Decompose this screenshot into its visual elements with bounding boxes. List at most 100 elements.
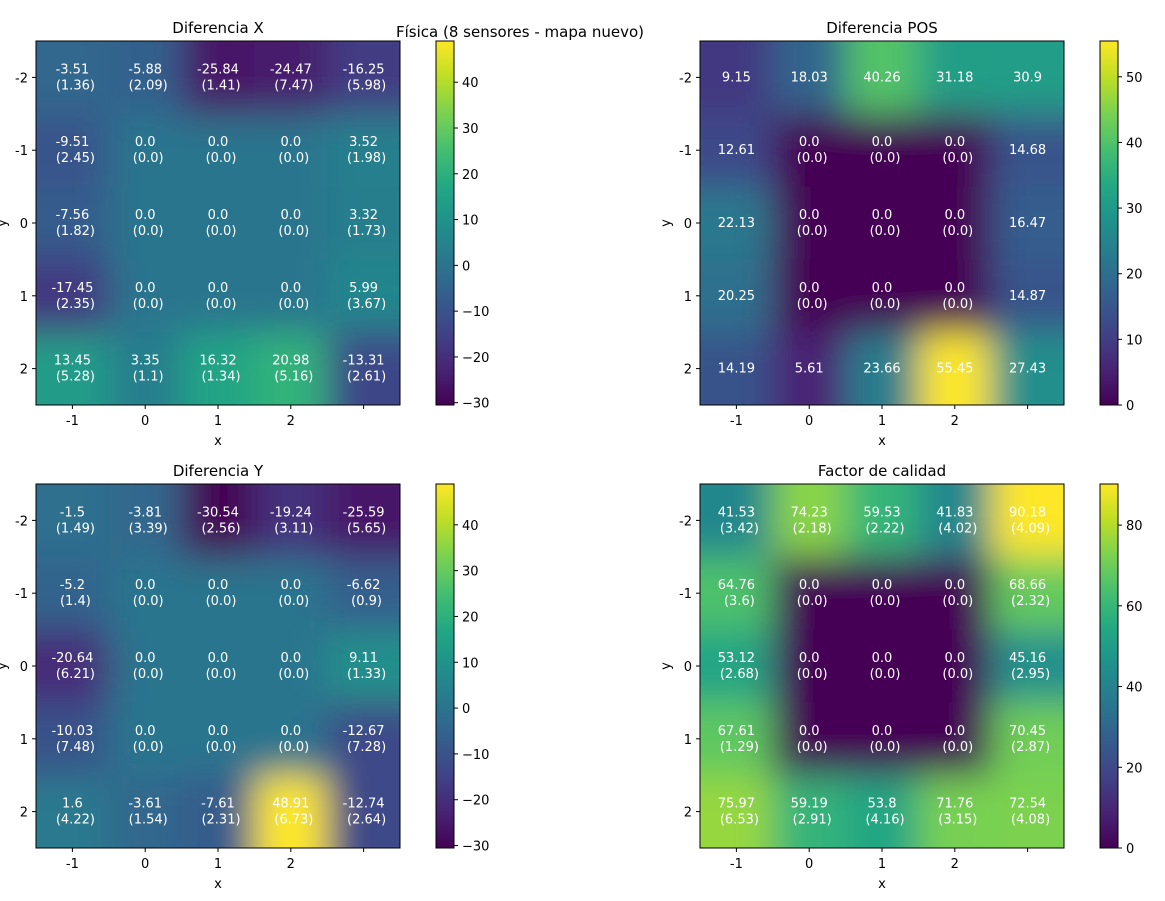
- heatmap-cell: [254, 41, 328, 115]
- cell-value-label: 0.0 (0.0): [278, 208, 309, 239]
- x-tick-label: -1: [730, 857, 743, 872]
- cell-value-label: -3.61 (1.54): [128, 797, 167, 828]
- heatmap-cell: [772, 556, 847, 631]
- heatmap-cell: [327, 775, 400, 848]
- cell-value-label: 68.66 (2.32): [1009, 578, 1050, 609]
- cell-value-label: 12.61: [718, 143, 755, 158]
- cell-value-label: 20.98 (5.16): [272, 354, 313, 385]
- colorbar-tick-label: 10: [1126, 333, 1143, 348]
- colorbar: [435, 483, 455, 849]
- heatmap-cell: [181, 775, 255, 848]
- cell-value-label: 0.0 (0.0): [133, 208, 164, 239]
- colorbar-tick-label: 40: [462, 519, 479, 534]
- cell-value-label: 3.32 (1.73): [347, 208, 386, 239]
- heatmap-cell: [772, 113, 847, 188]
- cell-value-label: 23.66: [863, 362, 900, 377]
- cell-value-label: 0.0 (0.0): [278, 578, 309, 609]
- cell-value-label: 0.0 (0.0): [942, 281, 973, 312]
- x-tick-label: 2: [287, 414, 295, 429]
- heatmap-cell: [327, 259, 400, 333]
- x-tick-label: 1: [214, 857, 222, 872]
- heatmap-cell: [700, 484, 774, 558]
- cell-value-label: 41.53 (3.42): [718, 505, 759, 536]
- heatmap-cell: [918, 484, 992, 558]
- heatmap-cell: [181, 556, 255, 631]
- heatmap-cell: [254, 775, 328, 848]
- cell-value-label: 0.0 (0.0): [278, 651, 309, 682]
- heatmap-cell: [181, 186, 255, 260]
- cell-value-label: 30.9: [1013, 70, 1042, 85]
- colorbar-tick-label: 20: [462, 610, 479, 625]
- cell-value-label: 0.0 (0.0): [206, 208, 237, 239]
- y-axis-label: y: [659, 662, 674, 670]
- heatmap-cell: [108, 332, 183, 405]
- cell-value-label: 0.0 (0.0): [133, 135, 164, 166]
- heatmap-cell: [181, 113, 255, 188]
- cell-value-label: 67.61 (1.29): [718, 724, 759, 755]
- chart-title: Factor de calidad: [818, 462, 946, 480]
- cell-value-label: -9.51 (2.45): [56, 135, 95, 166]
- heatmap-cell: [36, 556, 110, 631]
- cell-value-label: 75.97 (6.53): [718, 797, 759, 828]
- heatmap-cell: [700, 41, 774, 115]
- colorbar-tick-label: 20: [462, 168, 479, 183]
- heatmap-cell: [918, 332, 992, 405]
- cell-value-label: 45.16 (2.95): [1009, 651, 1050, 682]
- cell-value-label: 14.87: [1009, 289, 1046, 304]
- heatmap-cell: [254, 629, 328, 703]
- y-tick-label: 1: [684, 290, 692, 305]
- heatmap-cell: [845, 332, 919, 405]
- heatmap-cell: [918, 556, 992, 631]
- heatmap-cell: [991, 775, 1064, 848]
- heatmap-cell: [918, 629, 992, 703]
- cell-value-label: 0.0 (0.0): [942, 135, 973, 166]
- cell-value-label: 0.0 (0.0): [942, 651, 973, 682]
- colorbar-tick-label: 0: [1126, 842, 1134, 857]
- cell-value-label: 59.19 (2.91): [791, 797, 832, 828]
- heatmap-cell: [991, 259, 1064, 333]
- cell-value-label: -12.74 (2.64): [343, 797, 387, 828]
- heatmap-cell: [36, 702, 110, 776]
- colorbar-tick-label: −20: [462, 351, 489, 366]
- heatmap-cell: [108, 775, 183, 848]
- heatmap-panel-diferencia-y: Diferencia Y -1.5 (1.49) -3.81 (3.39) -30.54(…: [0, 462, 489, 892]
- cell-value-label: 74.23 (2.18): [791, 505, 832, 536]
- colorbar-tick-label: 20: [1126, 268, 1143, 283]
- cell-value-label: 0.0 (0.0): [870, 281, 901, 312]
- cell-value-label: 18.03: [791, 70, 828, 85]
- heatmap-cell: [845, 775, 919, 848]
- cell-value-label: 0.0 (0.0): [206, 724, 237, 755]
- cell-value-label: 0.0 (0.0): [206, 135, 237, 166]
- heatmap-cell: [327, 556, 400, 631]
- heatmap-cell: [36, 41, 110, 115]
- x-tick-label: -1: [66, 857, 79, 872]
- cell-value-label: -3.51 (1.36): [56, 62, 95, 93]
- heatmap-cell: [181, 41, 255, 115]
- heatmap-cell: [991, 186, 1064, 260]
- cell-value-label: 0.0 (0.0): [206, 578, 237, 609]
- heatmap-cell: [991, 556, 1064, 631]
- heatmap-cell: [700, 775, 774, 848]
- cell-value-label: -7.61 (2.31): [201, 797, 240, 828]
- cell-value-label: -25.59 (5.65): [343, 505, 387, 536]
- heatmap-cell: [181, 702, 255, 776]
- heatmap-cell: [918, 186, 992, 260]
- heatmap-cell: [254, 259, 328, 333]
- heatmap-cell: [772, 702, 847, 776]
- cell-value-label: 0.0 (0.0): [797, 651, 828, 682]
- colorbar: [1099, 483, 1119, 849]
- heatmap-cell: [108, 629, 183, 703]
- cell-value-label: 0.0 (0.0): [942, 578, 973, 609]
- heatmap-cell: [181, 484, 255, 558]
- cell-value-label: 59.53 (2.22): [863, 505, 904, 536]
- cell-value-label: 1.6 (4.22): [56, 797, 95, 828]
- heatmap-cell: [845, 484, 919, 558]
- heatmap-cell: [918, 113, 992, 188]
- y-tick-label: 1: [684, 733, 692, 748]
- y-tick-label: -1: [679, 144, 692, 159]
- x-axis-label: x: [214, 434, 222, 449]
- cell-value-label: 13.45 (5.28): [54, 354, 95, 385]
- colorbar-tick-label: 0: [1126, 399, 1134, 414]
- cell-value-label: 16.47: [1009, 216, 1046, 231]
